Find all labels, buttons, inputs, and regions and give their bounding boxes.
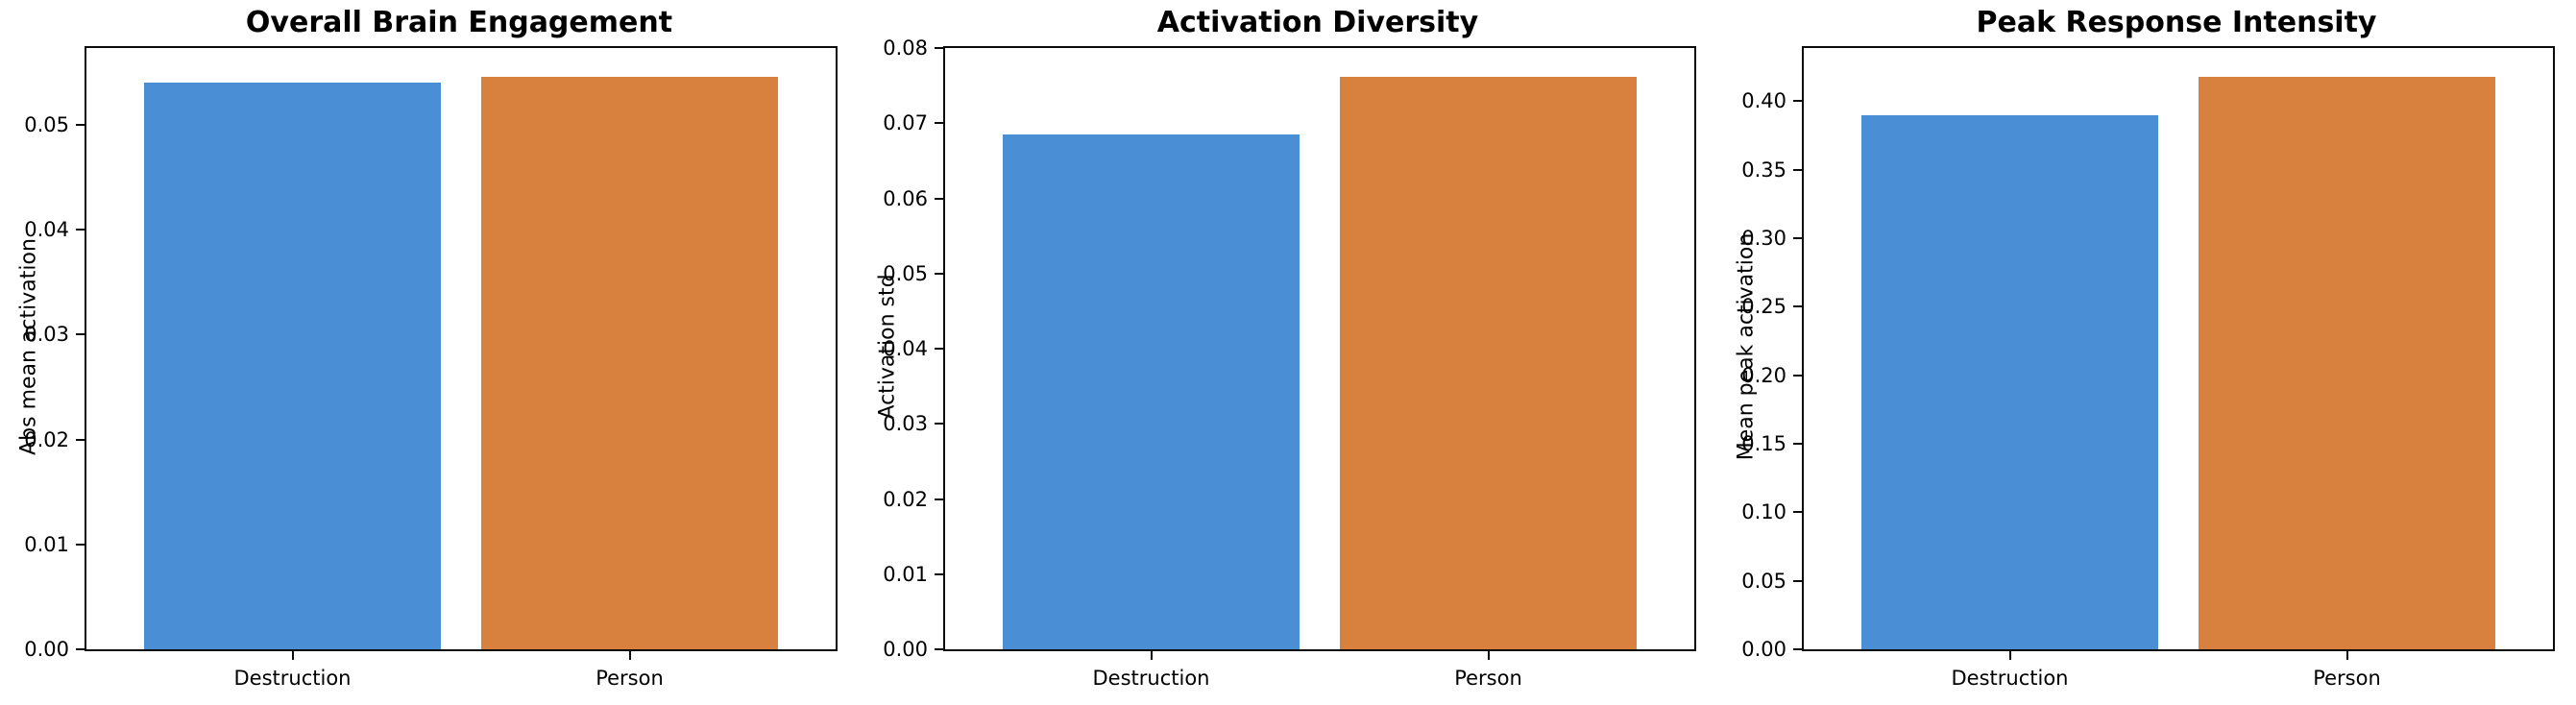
y-tick-mark: [935, 272, 943, 275]
y-tick-mark: [935, 648, 943, 650]
bar-destruction: [1003, 134, 1300, 649]
chart-overall-brain-engagement: Overall Brain Engagement Abs mean activa…: [0, 0, 859, 705]
x-tick-label-person: Person: [1454, 667, 1522, 690]
y-tick-label: 0.00: [24, 638, 69, 661]
y-tick-label: 0.05: [883, 261, 928, 285]
x-tick-mark: [2008, 651, 2011, 660]
y-tick-mark: [76, 438, 85, 441]
y-tick-label: 0.40: [1741, 89, 1786, 113]
y-tick-label: 0.00: [1741, 638, 1786, 661]
y-tick-mark: [76, 543, 85, 546]
y-tick-label: 0.15: [1741, 432, 1786, 456]
bar-person: [1340, 76, 1637, 649]
y-axis-label: Mean peak activation: [1734, 232, 1759, 461]
x-tick-label-destruction: Destruction: [1092, 667, 1210, 690]
y-tick-mark: [76, 648, 85, 650]
y-tick-label: 0.06: [883, 186, 928, 210]
y-tick-label: 0.30: [1741, 227, 1786, 251]
y-tick-mark: [1793, 237, 1802, 240]
y-tick-mark: [76, 229, 85, 231]
plot-area: 0.00 0.01 0.02 0.03 0.04 0.05 0.06 0.07 0.08 Dest…: [883, 36, 1696, 690]
bar-person: [2199, 76, 2495, 649]
y-tick-mark: [1793, 100, 1802, 103]
y-tick-mark: [1793, 579, 1802, 582]
x-tick-mark: [291, 651, 294, 660]
y-tick-label: 0.20: [1741, 363, 1786, 387]
x-tick-label-destruction: Destruction: [233, 667, 352, 690]
y-tick-mark: [1793, 511, 1802, 514]
y-tick-mark: [935, 122, 943, 125]
y-tick-mark: [935, 423, 943, 425]
chart-title: Peak Response Intensity: [1976, 6, 2377, 39]
y-tick-label: 0.02: [24, 427, 69, 451]
y-tick-mark: [1793, 374, 1802, 377]
y-tick-label: 0.07: [883, 111, 928, 135]
bar-person: [481, 76, 778, 649]
y-tick-label: 0.05: [24, 112, 69, 136]
y-tick-mark: [1793, 305, 1802, 308]
x-tick-mark: [1150, 651, 1153, 660]
y-tick-mark: [76, 333, 85, 336]
chart-title: Overall Brain Engagement: [245, 6, 673, 39]
y-tick-label: 0.02: [883, 487, 928, 511]
y-tick-mark: [1793, 443, 1802, 446]
y-tick-mark: [1793, 168, 1802, 171]
y-tick-label: 0.01: [24, 532, 69, 556]
y-tick-label: 0.08: [883, 36, 928, 60]
y-tick-label: 0.25: [1741, 295, 1786, 319]
y-tick-mark: [935, 498, 943, 500]
x-tick-mark: [628, 651, 631, 660]
y-axis-label: Abs mean activation: [16, 238, 41, 455]
bar-destruction: [1861, 114, 2158, 649]
y-tick-mark: [935, 572, 943, 575]
chart-peak-response-intensity: Peak Response Intensity Mean peak activa…: [1717, 0, 2576, 705]
y-tick-label: 0.10: [1741, 500, 1786, 524]
y-tick-label: 0.00: [883, 638, 928, 661]
plot-area: 0.00 0.01 0.02 0.03 0.04 0.05 Destruction Perso…: [24, 46, 838, 690]
y-tick-mark: [935, 348, 943, 350]
x-tick-mark: [1487, 651, 1490, 660]
y-tick-mark: [76, 123, 85, 126]
bar-destruction: [144, 83, 441, 649]
y-tick-label: 0.01: [883, 562, 928, 586]
plot-area: 0.00 0.05 0.10 0.15 0.20 0.25 0.30 0.35 0.40 Dest…: [1741, 46, 2555, 690]
x-tick-label-destruction: Destruction: [1951, 667, 2069, 690]
x-tick-label-person: Person: [2313, 667, 2381, 690]
y-tick-label: 0.03: [883, 412, 928, 436]
y-tick-label: 0.05: [1741, 569, 1786, 593]
x-tick-mark: [2345, 651, 2348, 660]
y-tick-label: 0.04: [24, 218, 69, 241]
y-tick-mark: [935, 197, 943, 200]
y-tick-label: 0.04: [883, 337, 928, 360]
chart-title: Activation Diversity: [1156, 6, 1479, 39]
y-tick-mark: [1793, 648, 1802, 650]
y-tick-label: 0.35: [1741, 158, 1786, 182]
y-tick-mark: [935, 47, 943, 49]
chart-activation-diversity: Activation Diversity Activation std 0.00…: [859, 0, 1717, 705]
y-tick-label: 0.03: [24, 323, 69, 347]
x-tick-label-person: Person: [595, 667, 664, 690]
